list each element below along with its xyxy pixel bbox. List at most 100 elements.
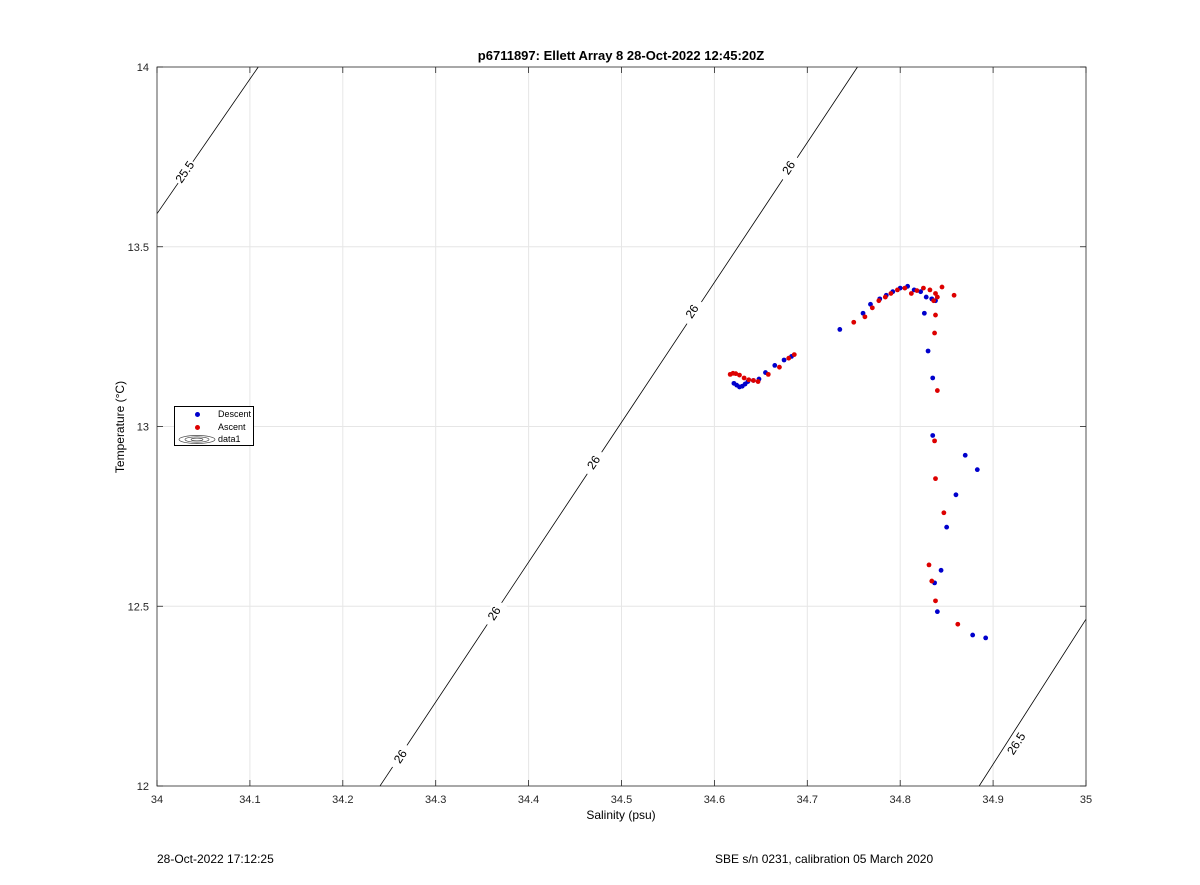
descent-point <box>983 635 989 641</box>
x-tick-label: 34.2 <box>332 794 353 806</box>
ascent-point <box>939 284 945 290</box>
legend: Descent Ascent data1 <box>174 406 254 446</box>
data-points <box>727 283 989 641</box>
ascent-point <box>741 375 747 381</box>
y-tick-label: 12 <box>137 781 149 793</box>
legend-label-ascent: Ascent <box>218 422 246 432</box>
y-tick-label: 13 <box>137 422 149 434</box>
y-tick-label: 14 <box>137 62 149 74</box>
x-axis-label: Salinity (psu) <box>586 808 655 822</box>
ascent-point <box>933 598 938 604</box>
legend-item-ascent: Ascent <box>175 421 253 433</box>
descent-point <box>953 492 959 498</box>
ascent-point <box>934 294 940 300</box>
ascent-point <box>746 377 752 383</box>
ascent-point <box>933 291 938 296</box>
descent-marker-icon <box>195 412 200 417</box>
descent-point <box>944 524 950 530</box>
descent-point <box>934 609 940 615</box>
ascent-point <box>876 298 882 304</box>
x-tick-label: 34 <box>151 794 163 806</box>
contour-ellipse-icon <box>178 435 216 444</box>
descent-point <box>772 362 778 368</box>
descent-point <box>938 567 944 573</box>
ascent-point <box>902 285 908 291</box>
ascent-point <box>882 294 888 300</box>
ascent-point <box>934 388 940 393</box>
x-tick-label: 35 <box>1080 794 1092 806</box>
descent-point <box>930 375 936 381</box>
grid-lines <box>157 67 1086 786</box>
footer-timestamp: 28-Oct-2022 17:12:25 <box>157 852 274 866</box>
descent-point <box>781 357 787 363</box>
ascent-point <box>927 287 933 293</box>
legend-label-data1: data1 <box>218 434 241 444</box>
ascent-point <box>888 291 894 296</box>
x-tick-label: 34.1 <box>239 794 260 806</box>
ascent-point <box>786 355 792 361</box>
axis-ticks: 34 34.1 34.2 34.3 34.4 34.5 34.6 34.7 34.8 34.9 35… <box>128 62 1093 806</box>
ascent-point <box>895 287 900 293</box>
ascent-point <box>777 364 782 370</box>
contour-label-bg <box>387 741 414 772</box>
x-tick-label: 34.6 <box>704 794 725 806</box>
ascent-point <box>851 319 857 325</box>
y-tick-label: 13.5 <box>128 242 149 254</box>
x-tick-label: 34.3 <box>425 794 446 806</box>
ascent-point <box>926 562 932 568</box>
x-tick-label: 34.8 <box>889 794 910 806</box>
ascent-point <box>914 288 920 294</box>
descent-point <box>962 452 968 458</box>
contour-line <box>379 66 858 787</box>
descent-point <box>925 348 931 354</box>
descent-point <box>923 294 929 300</box>
legend-item-data1: data1 <box>175 433 253 445</box>
ascent-point <box>951 292 957 298</box>
y-axis-label: Temperature (°C) <box>113 381 127 473</box>
ascent-point <box>908 291 914 296</box>
x-tick-label: 34.9 <box>982 794 1003 806</box>
descent-point <box>837 327 843 332</box>
descent-point <box>921 310 927 316</box>
ascent-point <box>955 621 961 627</box>
ascent-point <box>733 371 739 377</box>
legend-item-descent: Descent <box>175 408 253 420</box>
ascent-point <box>941 510 947 516</box>
contour-line <box>978 618 1087 787</box>
ascent-marker-icon <box>195 425 200 430</box>
descent-point <box>918 289 924 295</box>
ascent-point <box>869 305 875 311</box>
ascent-point <box>931 298 937 304</box>
contour-label-bg <box>580 447 607 478</box>
ascent-point <box>755 379 761 384</box>
contour-line <box>156 66 259 214</box>
descent-point <box>930 433 936 438</box>
x-tick-label: 34.7 <box>797 794 818 806</box>
chart-title: p6711897: Ellett Array 8 28-Oct-2022 12:… <box>478 48 764 63</box>
ascent-point <box>921 285 926 291</box>
ascent-point <box>737 372 742 378</box>
ascent-point <box>862 314 868 320</box>
contour-label-bg <box>679 296 706 327</box>
ascent-point <box>929 578 935 584</box>
ascent-point <box>933 476 938 482</box>
descent-point <box>860 310 866 316</box>
contour-label-bg <box>481 598 508 629</box>
descent-point <box>970 632 976 638</box>
ascent-point <box>791 352 797 357</box>
ascent-point <box>751 378 756 383</box>
ascent-point <box>932 330 937 336</box>
y-tick-label: 12.5 <box>128 601 149 613</box>
legend-label-descent: Descent <box>218 409 252 419</box>
ascent-point <box>765 371 771 377</box>
descent-point <box>868 301 873 307</box>
contour-label-bg <box>171 157 199 187</box>
contour-label-bg <box>1003 728 1030 759</box>
descent-point <box>974 467 980 473</box>
ascent-point <box>933 312 938 318</box>
contour-label-bg <box>775 152 802 183</box>
x-tick-label: 34.4 <box>518 794 539 806</box>
footer-calibration: SBE s/n 0231, calibration 05 March 2020 <box>715 852 934 866</box>
